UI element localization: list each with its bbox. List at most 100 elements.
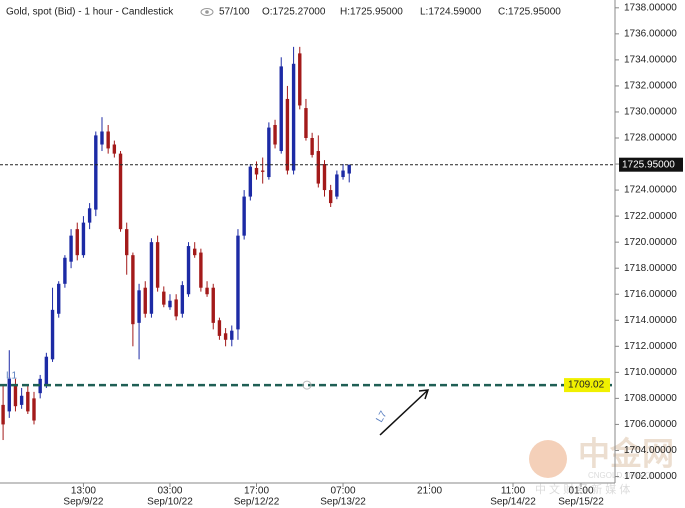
y-tick-label: 1728.00000 [624,133,677,144]
y-tick-label: 1714.00000 [624,315,677,326]
x-tick-label: 17:00 [244,486,269,497]
candle-body [57,283,61,314]
y-tick-label: 1738.00000 [624,2,677,13]
candle-body [285,98,290,171]
candle-body [125,229,129,256]
header-open: O:1725.27000 [262,7,326,18]
candle-body [217,320,222,336]
watermark-logo: 中金网 [578,435,674,471]
candle-body [50,309,55,360]
candle-body [199,252,203,288]
candle-body [44,356,49,386]
x-tick-label: 11:00 [501,486,526,497]
candle-body [186,246,191,295]
candle-body [1,404,5,425]
x-tick-date: Sep/15/22 [558,497,604,508]
header-close: C:1725.95000 [498,7,561,18]
candle-body [94,135,98,210]
header-count: 57/100 [219,7,250,18]
x-tick-label: 13:00 [71,486,96,497]
level-handle [302,380,312,390]
candle-body [131,255,135,325]
candle-body [230,330,234,340]
candle-body [143,287,147,314]
candle-body [211,287,215,323]
candle-body [291,63,296,171]
candle-body [87,208,92,223]
candle-body [106,131,110,149]
level-box [564,378,610,393]
candle-body [279,66,283,152]
candle-body [75,229,79,256]
y-tick-label: 1706.00000 [624,419,677,430]
x-tick-label: 21:00 [417,486,442,497]
candle-body [69,235,73,262]
candle-body [304,108,308,138]
candle-body [205,287,209,295]
level-name: L1 [6,371,18,382]
candle-body [81,222,86,256]
annotation-label: L7 [374,409,389,425]
watermark-url: CNGOLD.ORG.CN [588,471,657,480]
header-high: H:1725.95000 [340,7,403,18]
chart-title: Gold, spot (Bid) - 1 hour - Candlestick [6,7,174,18]
y-tick-label: 1736.00000 [624,28,677,39]
x-tick-label: 07:00 [331,486,356,497]
candle-body [316,151,321,184]
candle-body [13,385,18,407]
candle-body [347,164,351,174]
watermark: 中金网 CNGOLD.ORG.CN 中 文 财 经 新 媒 体 [529,435,674,496]
candle-body [341,170,345,178]
candle-body [242,196,246,236]
candle-body [137,290,141,323]
x-tick-date: Sep/12/22 [234,497,280,508]
candle-body [149,242,154,314]
y-tick-label: 1734.00000 [624,55,677,66]
header-low: L:1724.59000 [420,7,482,18]
watermark-slogan: 中 文 财 经 新 媒 体 [535,482,630,496]
y-tick-label: 1716.00000 [624,289,677,300]
x-tick-date: Sep/14/22 [490,497,536,508]
x-tick-date: Sep/10/22 [147,497,193,508]
y-tick-label: 1720.00000 [624,237,677,248]
candle-body [267,127,271,178]
level-label: 1709.02 [568,380,605,391]
candle-body [38,378,42,394]
candle-body [223,333,228,340]
candle-body [19,395,24,405]
candle-body [100,131,104,145]
x-tick-date: Sep/9/22 [63,497,103,508]
last-price-box [619,157,683,172]
candle-body [254,167,259,175]
candle-body [298,53,302,106]
y-tick-label: 1732.00000 [624,81,677,92]
candle-body [310,138,314,155]
x-tick-label: 03:00 [157,486,182,497]
candle-body [322,164,327,191]
candle-body [63,257,67,284]
y-tick-label: 1704.00000 [624,445,677,456]
x-tick-label: 01:00 [568,486,593,497]
y-tick-label: 1710.00000 [624,367,677,378]
candle-body [26,391,30,412]
candle-body [260,170,265,172]
candle-body [168,300,172,308]
candle-body [112,144,117,154]
candle-body [192,248,197,256]
y-tick-label: 1724.00000 [624,185,677,196]
y-tick-label: 1718.00000 [624,263,677,274]
candle-body [118,153,123,230]
candle-body [32,398,36,421]
candle-body [155,242,160,288]
watermark-logo-icon [529,440,567,478]
y-tick-label: 1708.00000 [624,393,677,404]
y-tick-label: 1730.00000 [624,107,677,118]
last-price-label: 1725.95000 [622,159,675,170]
y-tick-label: 1722.00000 [624,211,677,222]
y-tick-label: 1702.00000 [624,471,677,482]
candle-body [236,235,240,330]
candle-body [180,285,185,314]
candle-body [7,378,11,412]
candle-body [248,166,253,197]
